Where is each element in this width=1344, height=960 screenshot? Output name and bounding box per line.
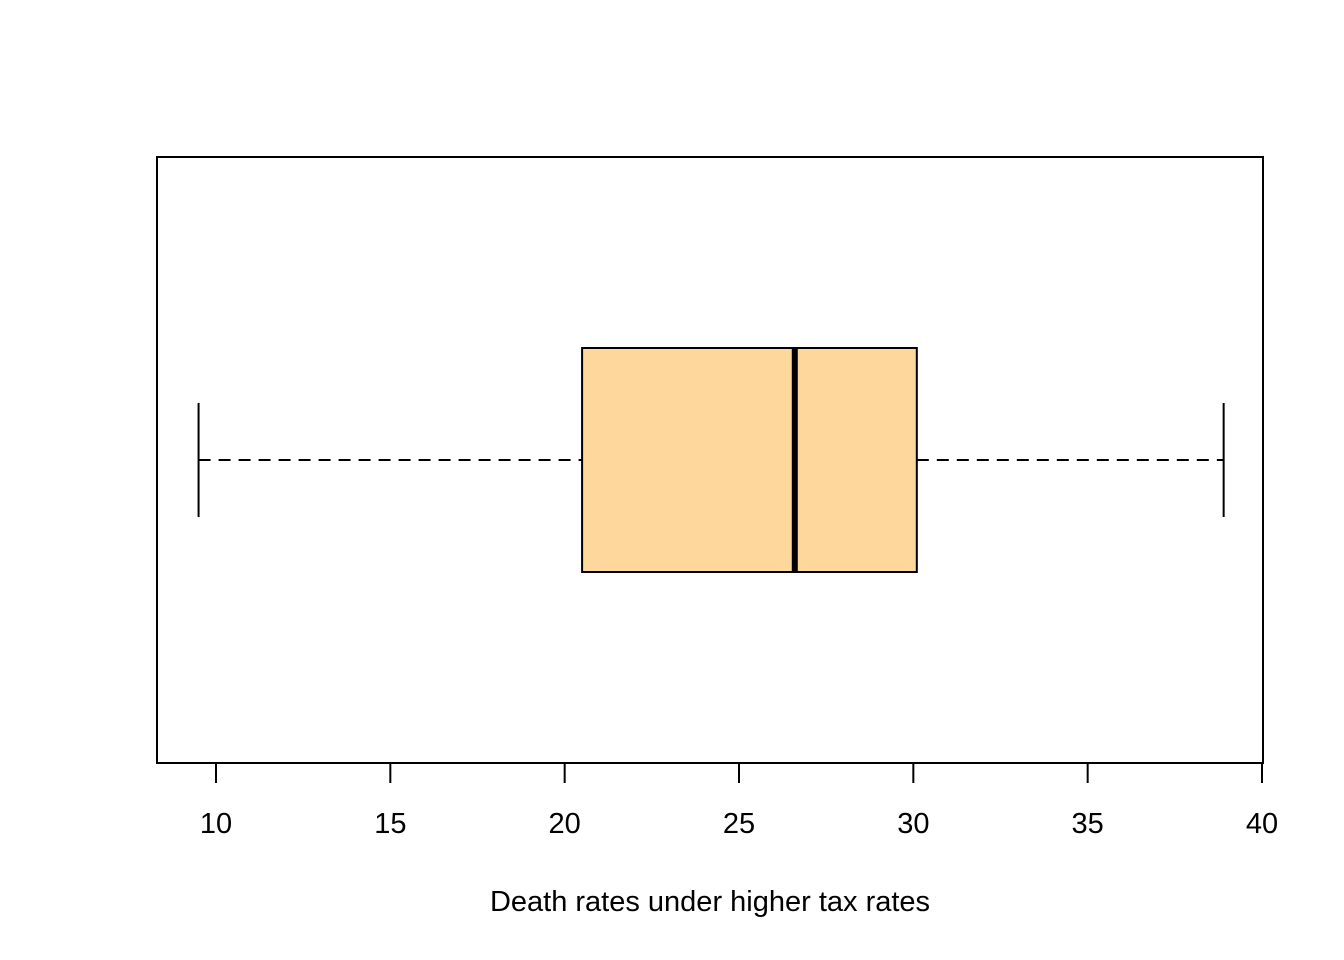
x-tick-label: 10 (200, 808, 232, 840)
iqr-box (581, 347, 918, 573)
x-tick-label: 30 (897, 808, 929, 840)
box-layer (197, 347, 1225, 573)
x-tick-label: 25 (723, 808, 755, 840)
x-tick-label: 15 (374, 808, 406, 840)
x-tick-label: 40 (1246, 808, 1278, 840)
x-tick-label: 35 (1072, 808, 1104, 840)
x-axis: 10 15 20 25 30 35 40 (200, 762, 1278, 840)
x-axis-title: Death rates under higher tax rates (490, 886, 930, 918)
x-tick-label: 20 (549, 808, 581, 840)
